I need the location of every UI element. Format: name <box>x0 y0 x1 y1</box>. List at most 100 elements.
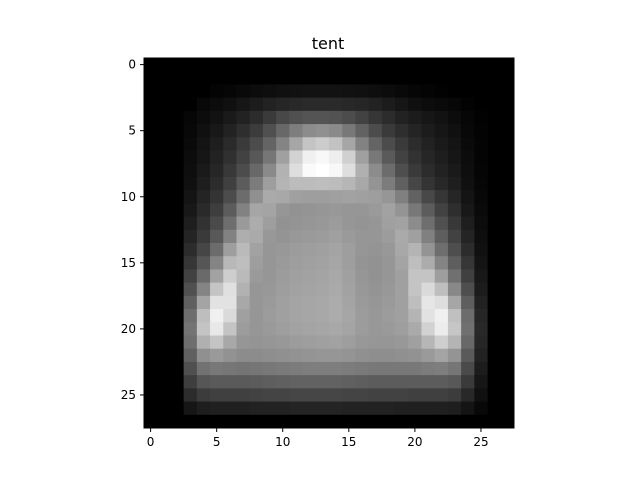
heatmap-cell <box>262 71 277 85</box>
heatmap-cell <box>447 124 462 138</box>
heatmap-cell <box>487 375 502 389</box>
heatmap-cell <box>144 203 158 217</box>
heatmap-cell <box>395 361 409 376</box>
heatmap-cell <box>368 163 383 178</box>
heatmap-cell <box>249 335 264 350</box>
heatmap-cell <box>408 190 422 204</box>
heatmap-cell <box>474 348 488 363</box>
heatmap-cell <box>395 309 409 323</box>
heatmap-cell <box>355 97 370 112</box>
heatmap-cell <box>236 322 251 336</box>
heatmap-cell <box>421 137 436 151</box>
heatmap-cell <box>434 256 449 270</box>
heatmap-cell <box>223 335 237 350</box>
heatmap-cell <box>381 176 396 191</box>
heatmap-cell <box>447 309 462 323</box>
y-tick-label: 10 <box>121 190 136 204</box>
heatmap-cell <box>447 163 462 178</box>
heatmap-cell <box>236 388 251 402</box>
heatmap-cell <box>249 309 264 323</box>
heatmap-cell <box>144 322 158 336</box>
heatmap-cell <box>276 190 290 204</box>
heatmap-cell <box>302 269 317 284</box>
heatmap-cell <box>170 150 185 165</box>
heatmap-cell <box>447 295 462 310</box>
heatmap-cell <box>342 124 356 138</box>
heatmap-cell <box>315 401 330 416</box>
heatmap-cell <box>434 309 449 323</box>
heatmap-cell <box>421 163 436 178</box>
heatmap-cell <box>395 388 409 402</box>
heatmap-cell <box>183 388 198 402</box>
heatmap-cell <box>329 124 343 138</box>
heatmap-cell <box>421 322 436 336</box>
heatmap-cell <box>421 256 436 270</box>
heatmap-cell <box>223 269 237 284</box>
heatmap-cell <box>210 348 224 363</box>
heatmap-cell <box>342 176 356 191</box>
heatmap-cell <box>355 269 370 284</box>
x-tick-label: 20 <box>407 435 422 449</box>
heatmap-cell <box>183 110 198 125</box>
heatmap-cell <box>381 97 396 112</box>
heatmap-cell <box>368 309 383 323</box>
heatmap-cell <box>223 243 237 257</box>
heatmap-cell <box>434 150 449 165</box>
heatmap-cell <box>329 256 343 270</box>
heatmap-cell <box>395 176 409 191</box>
heatmap-cell <box>144 110 158 125</box>
heatmap-cell <box>342 137 356 151</box>
heatmap-cell <box>408 97 422 112</box>
heatmap-cell <box>500 282 515 297</box>
heatmap-cell <box>461 58 475 72</box>
heatmap-cell <box>183 309 198 323</box>
heatmap-cell <box>395 110 409 125</box>
heatmap-cell <box>474 282 488 297</box>
heatmap-cell <box>408 348 422 363</box>
heatmap-cell <box>487 243 502 257</box>
heatmap-cell <box>210 322 224 336</box>
heatmap-cell <box>408 243 422 257</box>
heatmap-cell <box>196 361 211 376</box>
heatmap-cell <box>461 229 475 244</box>
heatmap-cell <box>461 401 475 416</box>
heatmap-cell <box>342 295 356 310</box>
heatmap-cell <box>236 203 251 217</box>
heatmap-cell <box>276 361 290 376</box>
heatmap-cell <box>368 124 383 138</box>
heatmap-cell <box>210 401 224 416</box>
heatmap-cell <box>183 322 198 336</box>
heatmap-cell <box>395 295 409 310</box>
heatmap-cell <box>329 97 343 112</box>
heatmap-cell <box>170 58 185 72</box>
heatmap-cell <box>236 335 251 350</box>
heatmap-cell <box>223 216 237 231</box>
heatmap-cell <box>276 84 290 99</box>
heatmap-cell <box>487 150 502 165</box>
heatmap-cell <box>249 414 264 429</box>
heatmap-cell <box>144 84 158 99</box>
heatmap-cell <box>236 97 251 112</box>
heatmap-cell <box>408 150 422 165</box>
heatmap-cell <box>223 388 237 402</box>
heatmap-cell <box>329 203 343 217</box>
heatmap-cell <box>421 229 436 244</box>
heatmap-cell <box>276 71 290 85</box>
heatmap-cell <box>421 97 436 112</box>
heatmap-cell <box>474 110 488 125</box>
heatmap-cell <box>249 176 264 191</box>
heatmap-cell <box>447 229 462 244</box>
heatmap-cell <box>223 348 237 363</box>
heatmap-cell <box>355 84 370 99</box>
heatmap-cell <box>447 150 462 165</box>
heatmap-cell <box>474 269 488 284</box>
heatmap-cell <box>315 110 330 125</box>
heatmap-cell <box>368 97 383 112</box>
heatmap-cell <box>262 58 277 72</box>
heatmap-cell <box>500 137 515 151</box>
heatmap-cell <box>408 203 422 217</box>
heatmap-cell <box>196 282 211 297</box>
heatmap-cell <box>236 110 251 125</box>
heatmap-cell <box>381 229 396 244</box>
heatmap-cell <box>487 295 502 310</box>
